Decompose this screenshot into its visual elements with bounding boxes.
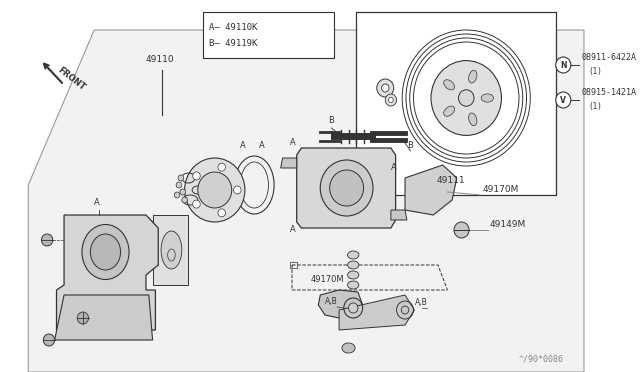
Ellipse shape <box>82 224 129 279</box>
Circle shape <box>320 160 373 216</box>
Circle shape <box>218 163 225 171</box>
Circle shape <box>556 57 571 73</box>
Circle shape <box>184 158 245 222</box>
Polygon shape <box>297 148 396 228</box>
Ellipse shape <box>348 261 359 269</box>
Text: 49149M: 49149M <box>490 220 526 229</box>
Circle shape <box>431 61 502 135</box>
Circle shape <box>193 172 200 180</box>
Polygon shape <box>202 12 334 58</box>
Polygon shape <box>56 215 158 330</box>
Circle shape <box>454 222 469 238</box>
Polygon shape <box>391 210 407 220</box>
Circle shape <box>174 192 180 198</box>
Ellipse shape <box>444 80 454 90</box>
Polygon shape <box>405 165 457 215</box>
Circle shape <box>77 312 88 324</box>
Text: 08915-1421A: 08915-1421A <box>581 88 636 97</box>
Circle shape <box>198 172 232 208</box>
Text: A: A <box>240 141 246 150</box>
Text: A,B: A,B <box>325 297 338 306</box>
Ellipse shape <box>342 343 355 353</box>
Text: 49170M: 49170M <box>311 275 344 284</box>
Circle shape <box>330 170 364 206</box>
Text: ^/90*0086: ^/90*0086 <box>519 355 564 364</box>
Text: 49110: 49110 <box>146 55 175 64</box>
Polygon shape <box>152 215 188 285</box>
Text: A: A <box>290 138 296 147</box>
Text: (1): (1) <box>589 102 603 111</box>
Polygon shape <box>28 30 584 372</box>
Polygon shape <box>356 12 556 195</box>
Circle shape <box>381 84 389 92</box>
Circle shape <box>458 90 474 106</box>
Ellipse shape <box>468 70 477 83</box>
Ellipse shape <box>444 106 454 116</box>
Text: B: B <box>407 141 413 150</box>
Text: A: A <box>94 198 100 207</box>
Text: 49170M: 49170M <box>483 185 518 194</box>
Ellipse shape <box>468 113 477 126</box>
Text: V: V <box>561 96 566 105</box>
Ellipse shape <box>481 94 493 102</box>
Circle shape <box>178 175 184 181</box>
Polygon shape <box>339 295 415 330</box>
Circle shape <box>182 197 188 203</box>
Ellipse shape <box>161 231 182 269</box>
Circle shape <box>193 200 200 208</box>
Ellipse shape <box>90 234 120 270</box>
Circle shape <box>401 306 409 314</box>
Circle shape <box>349 303 358 313</box>
Text: A,B: A,B <box>415 298 427 307</box>
Polygon shape <box>281 158 297 168</box>
Polygon shape <box>54 295 152 340</box>
Ellipse shape <box>348 271 359 279</box>
Text: 08911-6422A: 08911-6422A <box>581 53 636 62</box>
Text: 49111: 49111 <box>436 176 465 185</box>
Text: FRONT: FRONT <box>56 65 87 92</box>
Circle shape <box>176 182 182 188</box>
Text: B: B <box>328 116 333 125</box>
Circle shape <box>388 97 393 103</box>
Circle shape <box>44 334 54 346</box>
Ellipse shape <box>348 281 359 289</box>
Ellipse shape <box>348 251 359 259</box>
Text: (1): (1) <box>589 67 603 76</box>
Circle shape <box>556 92 571 108</box>
Polygon shape <box>318 290 363 318</box>
Text: B— 49119K: B— 49119K <box>209 39 257 48</box>
Circle shape <box>180 189 186 195</box>
Text: A: A <box>391 163 397 172</box>
Circle shape <box>377 79 394 97</box>
Circle shape <box>385 94 397 106</box>
Circle shape <box>218 209 225 217</box>
Text: A— 49110K: A— 49110K <box>209 23 257 32</box>
Text: N: N <box>560 61 566 70</box>
Circle shape <box>234 186 241 194</box>
Text: A: A <box>290 225 296 234</box>
Circle shape <box>42 234 52 246</box>
Text: A: A <box>259 141 265 150</box>
